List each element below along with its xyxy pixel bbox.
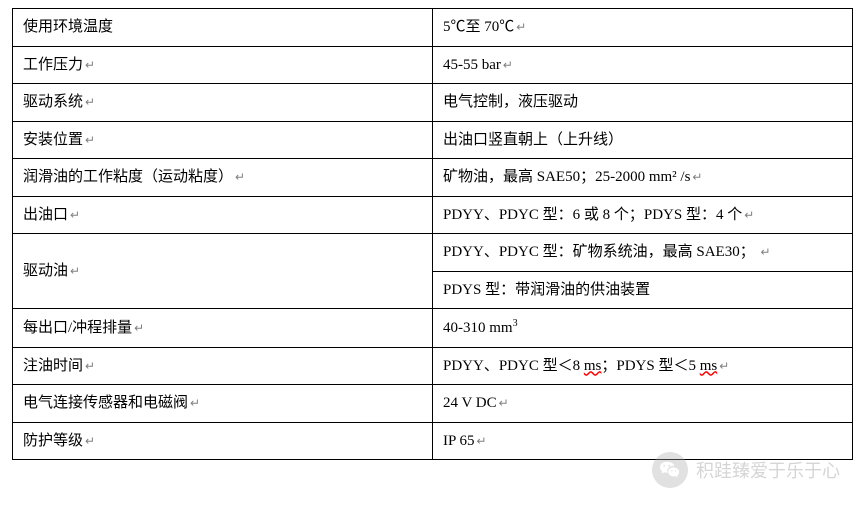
return-mark-icon: ↵ — [719, 359, 729, 373]
return-mark-icon: ↵ — [760, 245, 770, 259]
table-row: 驱动系统↵ 电气控制，液压驱动 — [13, 84, 853, 122]
table-row: 驱动油↵ PDYY、PDYC 型：矿物系统油，最高 SAE30； ↵ — [13, 234, 853, 272]
row-label: 每出口/冲程排量↵ — [13, 309, 433, 348]
row-value: 出油口竖直朝上（上升线） — [433, 121, 853, 159]
table-row: 工作压力↵ 45-55 bar↵ — [13, 46, 853, 84]
label-text: 注油时间 — [23, 358, 83, 374]
table-row: 出油口↵ PDYY、PDYC 型：6 或 8 个；PDYS 型：4 个↵ — [13, 196, 853, 234]
table-row: 使用环境温度 5℃至 70℃↵ — [13, 9, 853, 47]
table-row: 每出口/冲程排量↵ 40-310 mm3 — [13, 309, 853, 348]
value-text: 矿物油，最高 SAE50；25-2000 mm² /s — [443, 169, 690, 185]
table-row: 润滑油的工作粘度（运动粘度）↵ 矿物油，最高 SAE50；25-2000 mm²… — [13, 159, 853, 197]
row-value: PDYY、PDYC 型：矿物系统油，最高 SAE30； ↵ — [433, 234, 853, 272]
table-row: 电气连接传感器和电磁阀↵ 24 V DC↵ — [13, 385, 853, 423]
row-value: 5℃至 70℃↵ — [433, 9, 853, 47]
label-text: 出油口 — [23, 207, 68, 223]
row-label: 防护等级↵ — [13, 422, 433, 460]
return-mark-icon: ↵ — [85, 434, 95, 448]
return-mark-icon: ↵ — [235, 170, 245, 184]
return-mark-icon: ↵ — [190, 396, 200, 410]
value-text: 40-310 mm3 — [443, 320, 518, 336]
return-mark-icon: ↵ — [692, 170, 702, 184]
row-label: 安装位置↵ — [13, 121, 433, 159]
return-mark-icon: ↵ — [85, 95, 95, 109]
label-text: 润滑油的工作粘度（运动粘度） — [23, 169, 233, 185]
row-label: 注油时间↵ — [13, 347, 433, 385]
row-value: 电气控制，液压驱动 — [433, 84, 853, 122]
value-text: 24 V DC — [443, 395, 497, 411]
value-text: 电气控制，液压驱动 — [443, 94, 578, 110]
row-value: 45-55 bar↵ — [433, 46, 853, 84]
table-row: 安装位置↵ 出油口竖直朝上（上升线） — [13, 121, 853, 159]
wechat-watermark: 积跬臻爱于乐于心 — [652, 452, 840, 488]
label-text: 每出口/冲程排量 — [23, 320, 132, 336]
label-text: 驱动油 — [23, 263, 68, 279]
return-mark-icon: ↵ — [477, 434, 487, 448]
return-mark-icon: ↵ — [134, 321, 144, 335]
value-text: PDYS 型：带润滑油的供油装置 — [443, 282, 650, 298]
value-text: PDYY、PDYC 型＜8 ms；PDYS 型＜5 ms — [443, 358, 717, 374]
wechat-icon — [652, 452, 688, 488]
spec-table: 使用环境温度 5℃至 70℃↵ 工作压力↵ 45-55 bar↵ 驱动系统↵ 电… — [12, 8, 853, 460]
spec-table-container: 使用环境温度 5℃至 70℃↵ 工作压力↵ 45-55 bar↵ 驱动系统↵ 电… — [0, 0, 865, 468]
row-label: 驱动系统↵ — [13, 84, 433, 122]
label-text: 电气连接传感器和电磁阀 — [23, 395, 188, 411]
row-label: 润滑油的工作粘度（运动粘度）↵ — [13, 159, 433, 197]
label-text: 使用环境温度 — [23, 19, 113, 35]
row-value: PDYS 型：带润滑油的供油装置 — [433, 271, 853, 309]
value-text: IP 65 — [443, 433, 475, 449]
return-mark-icon: ↵ — [503, 58, 513, 72]
row-value: PDYY、PDYC 型：6 或 8 个；PDYS 型：4 个↵ — [433, 196, 853, 234]
value-text: PDYY、PDYC 型：6 或 8 个；PDYS 型：4 个 — [443, 207, 742, 223]
label-text: 驱动系统 — [23, 94, 83, 110]
watermark-text: 积跬臻爱于乐于心 — [696, 457, 840, 483]
return-mark-icon: ↵ — [744, 208, 754, 222]
return-mark-icon: ↵ — [70, 264, 80, 278]
return-mark-icon: ↵ — [516, 20, 526, 34]
row-value: 矿物油，最高 SAE50；25-2000 mm² /s↵ — [433, 159, 853, 197]
row-label: 使用环境温度 — [13, 9, 433, 47]
label-text: 防护等级 — [23, 433, 83, 449]
label-text: 工作压力 — [23, 57, 83, 73]
value-text: PDYY、PDYC 型：矿物系统油，最高 SAE30； — [443, 244, 755, 260]
value-text: 出油口竖直朝上（上升线） — [443, 132, 623, 148]
return-mark-icon: ↵ — [70, 208, 80, 222]
table-row: 注油时间↵ PDYY、PDYC 型＜8 ms；PDYS 型＜5 ms↵ — [13, 347, 853, 385]
row-label: 驱动油↵ — [13, 234, 433, 309]
row-value: PDYY、PDYC 型＜8 ms；PDYS 型＜5 ms↵ — [433, 347, 853, 385]
return-mark-icon: ↵ — [85, 133, 95, 147]
value-text: 45-55 bar — [443, 57, 501, 73]
row-label: 工作压力↵ — [13, 46, 433, 84]
row-value: 24 V DC↵ — [433, 385, 853, 423]
row-value: 40-310 mm3 — [433, 309, 853, 348]
return-mark-icon: ↵ — [499, 396, 509, 410]
row-label: 电气连接传感器和电磁阀↵ — [13, 385, 433, 423]
label-text: 安装位置 — [23, 132, 83, 148]
return-mark-icon: ↵ — [85, 58, 95, 72]
return-mark-icon: ↵ — [85, 359, 95, 373]
value-text: 5℃至 70℃ — [443, 19, 514, 35]
row-label: 出油口↵ — [13, 196, 433, 234]
